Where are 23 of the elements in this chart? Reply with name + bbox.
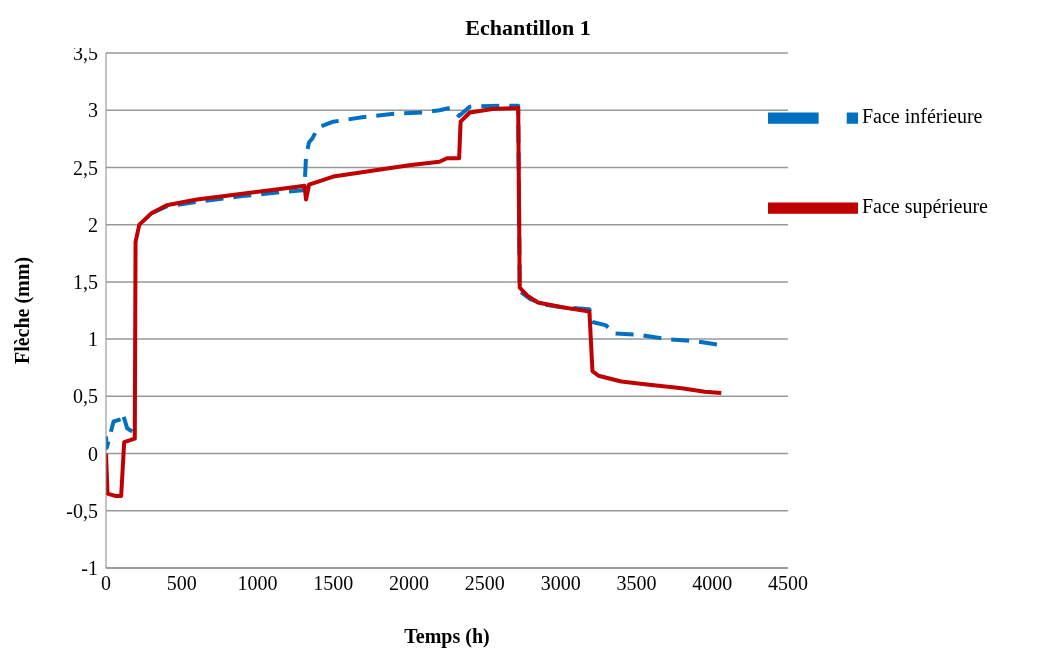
x-axis-title: Temps (h) bbox=[404, 625, 490, 648]
y-tick-label: 2,5 bbox=[73, 156, 98, 179]
y-tick-label: 0,5 bbox=[73, 385, 98, 408]
y-tick-label: 1 bbox=[88, 328, 98, 351]
y-tick-label: 1,5 bbox=[73, 270, 98, 293]
chart-title: Echantillon 1 bbox=[465, 15, 591, 40]
x-tick-label: 2000 bbox=[389, 572, 430, 595]
x-tick-label: 4500 bbox=[767, 572, 808, 595]
y-axis-title: Flèche (mm) bbox=[11, 256, 35, 365]
y-tick-label: 0 bbox=[88, 442, 98, 465]
x-tick-label: 500 bbox=[166, 572, 197, 595]
legend-label: Face inférieure bbox=[861, 104, 983, 127]
legend-label: Face supérieure bbox=[861, 194, 988, 217]
x-tick-label: 3000 bbox=[540, 572, 581, 595]
x-tick-label: 2500 bbox=[464, 572, 505, 595]
y-tick-label: -0,5 bbox=[66, 499, 98, 522]
x-tick-label: 1500 bbox=[313, 572, 354, 595]
y-tick-label: 2 bbox=[88, 213, 98, 236]
y-tick-label: 3 bbox=[88, 99, 98, 122]
x-tick-label: 1000 bbox=[237, 572, 278, 595]
y-tick-label: -1 bbox=[81, 557, 98, 580]
x-tick-label: 3500 bbox=[616, 572, 657, 595]
x-tick-label: 4000 bbox=[692, 572, 733, 595]
